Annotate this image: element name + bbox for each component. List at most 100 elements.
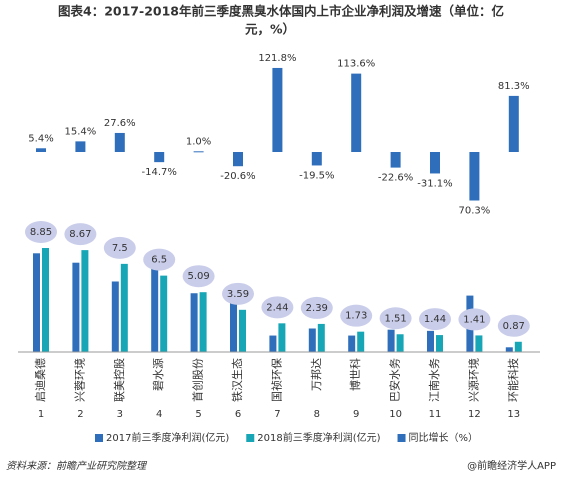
profit-bar <box>42 248 49 352</box>
profit-bar <box>239 309 246 352</box>
value-label: 7.5 <box>112 243 128 254</box>
x-tick-label: 江南水务 <box>428 358 441 402</box>
growth-label: 81.3% <box>498 81 530 92</box>
value-label: 0.87 <box>503 321 525 332</box>
profit-bar <box>160 275 168 352</box>
profit-bar <box>72 262 80 352</box>
label-bubble <box>379 307 412 330</box>
legend-label: 同比增长（%） <box>409 431 479 444</box>
value-label: 1.41 <box>463 314 485 325</box>
label-bubble <box>64 223 97 246</box>
x-tick-label: 兴源环境 <box>466 358 480 402</box>
growth-label: -19.5% <box>299 170 334 181</box>
growth-bar <box>311 152 322 166</box>
label-bubble <box>143 248 176 271</box>
growth-bar <box>114 132 125 152</box>
x-tick-label: 国祯环保 <box>269 358 283 402</box>
x-tick-label: 碧水源 <box>151 358 165 391</box>
profit-bar <box>475 335 483 352</box>
growth-label: -31.1% <box>417 178 452 189</box>
profit-bar <box>81 250 89 352</box>
x-tick-label: 巴安水务 <box>388 358 402 402</box>
legend-swatch <box>246 434 255 442</box>
legend-swatch <box>397 434 406 442</box>
growth-bar <box>351 73 362 152</box>
profit-bar <box>505 347 513 352</box>
x-tick-label: 启迪桑德 <box>33 358 47 402</box>
profit-bar <box>357 331 365 352</box>
legend-label: 2017前三季度净利润(亿元) <box>106 431 229 444</box>
label-bubble <box>497 314 530 337</box>
profit-bar <box>190 293 198 352</box>
x-tick-number: 2 <box>77 409 83 420</box>
growth-label: 70.3% <box>459 206 491 217</box>
growth-bar <box>390 152 401 168</box>
growth-bar <box>193 151 204 153</box>
value-label: 1.44 <box>424 314 446 325</box>
value-label: 6.5 <box>151 255 167 266</box>
profit-bar <box>387 329 395 352</box>
growth-bar <box>272 67 283 152</box>
growth-bar <box>508 95 519 152</box>
profit-bar <box>308 328 316 352</box>
x-tick-number: 1 <box>38 409 44 420</box>
x-tick-number: 5 <box>195 409 201 420</box>
x-tick-label: 环能科技 <box>506 358 520 402</box>
value-label: 5.09 <box>187 271 209 282</box>
growth-bar <box>36 148 46 152</box>
growth-label: 121.8% <box>258 53 296 64</box>
source: 资料来源：前瞻产业研究院整理 <box>6 460 148 472</box>
x-tick-label: 兴蓉环境 <box>72 358 86 402</box>
profit-bar <box>427 330 434 352</box>
growth-label: -22.6% <box>378 173 413 184</box>
x-tick-label: 联美控股 <box>112 358 126 402</box>
growth-bar <box>154 152 165 163</box>
profit-bar <box>436 335 443 352</box>
profit-bar <box>348 335 356 352</box>
profit-bar <box>230 302 237 352</box>
value-label: 8.85 <box>30 227 52 238</box>
x-tick-number: 3 <box>117 409 123 420</box>
x-tick-number: 11 <box>429 409 442 420</box>
profit-bar <box>151 268 159 352</box>
growth-label: 27.6% <box>104 118 136 129</box>
label-bubble <box>103 236 136 259</box>
growth-label: 15.4% <box>65 126 97 137</box>
label-bubble <box>222 282 254 305</box>
growth-label: 113.6% <box>337 59 375 70</box>
growth-label: -14.7% <box>142 167 177 178</box>
x-tick-label: 万邦达 <box>310 358 323 391</box>
growth-bar <box>469 152 480 201</box>
label-bubble <box>340 304 373 327</box>
profit-bar <box>120 263 128 352</box>
label-bubble <box>300 296 333 319</box>
value-label: 2.39 <box>306 303 328 314</box>
profit-bar <box>199 292 207 352</box>
growth-bar <box>75 141 86 152</box>
x-tick-label: 首创股份 <box>191 358 205 402</box>
value-label: 2.44 <box>266 302 288 313</box>
chart-title: 图表4：2017-2018年前三季度黑臭水体国内上市企业净利润及增速（单位：亿 <box>58 4 504 19</box>
legend-label: 2018前三季度净利润(亿元) <box>257 431 380 444</box>
x-tick-number: 12 <box>468 409 481 420</box>
x-tick-number: 13 <box>507 409 520 420</box>
x-tick-number: 4 <box>156 409 162 420</box>
value-label: 1.73 <box>345 311 367 322</box>
growth-bar <box>430 152 440 174</box>
value-label: 8.67 <box>69 229 91 240</box>
x-tick-number: 9 <box>353 409 359 420</box>
profit-bar <box>278 323 286 352</box>
profit-bar <box>269 335 277 352</box>
profit-bar <box>33 253 40 352</box>
growth-label: 5.4% <box>28 133 53 144</box>
label-bubble <box>25 221 57 244</box>
brand: @前瞻经济学人APP <box>467 459 556 472</box>
label-bubble <box>419 308 451 331</box>
profit-bar <box>514 341 522 352</box>
chart-title: 元，%） <box>245 22 295 37</box>
profit-bar <box>396 334 404 352</box>
label-bubble <box>261 296 294 319</box>
growth-label: -20.6% <box>220 171 255 182</box>
value-label: 1.51 <box>384 313 406 324</box>
value-label: 3.59 <box>227 289 249 300</box>
